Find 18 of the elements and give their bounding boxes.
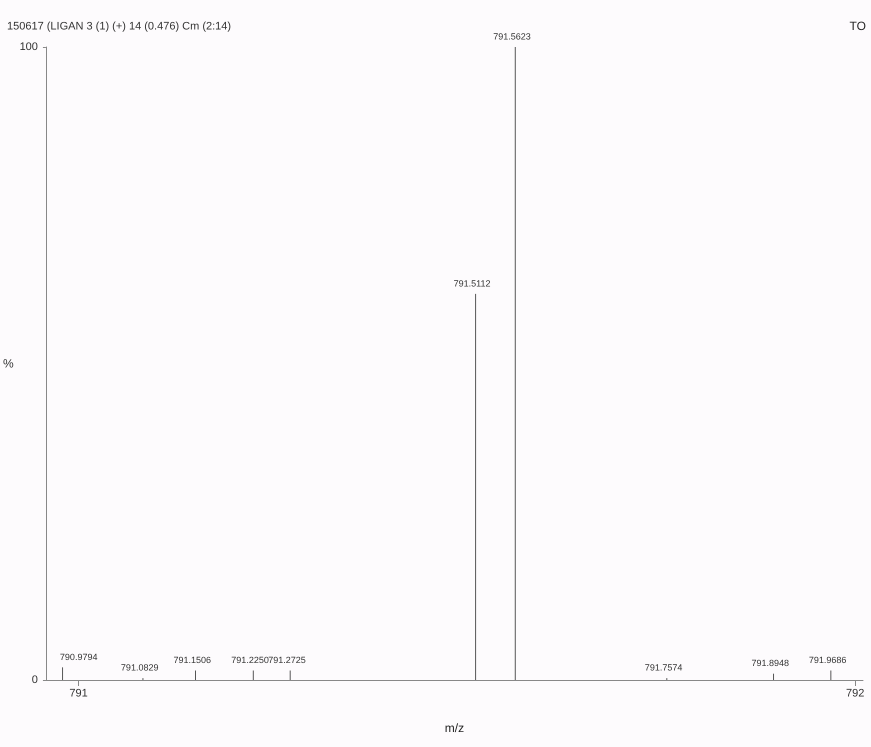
y-axis-title: % xyxy=(3,356,14,370)
y-tick-label: 100 xyxy=(20,41,38,53)
annotation: 791.0829 xyxy=(120,662,158,673)
x-tick-label: 792 xyxy=(846,688,864,700)
y-tick-label: 0 xyxy=(32,674,38,686)
chart-title: 150617 (LIGAN 3 (1) (+) 14 (0.476) Cm (2:14) xyxy=(7,20,232,32)
annotation: 791.1506 xyxy=(174,655,212,666)
annotation: 791.8948 xyxy=(752,658,790,668)
x-axis-title: m/z xyxy=(444,721,464,735)
annotation: 791.9686 xyxy=(808,655,846,666)
annotation: 791.5112 xyxy=(454,278,490,288)
annotation: 791.7574 xyxy=(644,662,682,673)
text: TO xyxy=(850,19,866,33)
annotation: 790.9794 xyxy=(60,652,98,662)
x-tick-label: 791 xyxy=(69,688,88,700)
annotation: 791.2250 xyxy=(231,655,269,666)
annotation: 791.5623 xyxy=(493,32,531,42)
annotation: 791.2725 xyxy=(268,655,306,666)
